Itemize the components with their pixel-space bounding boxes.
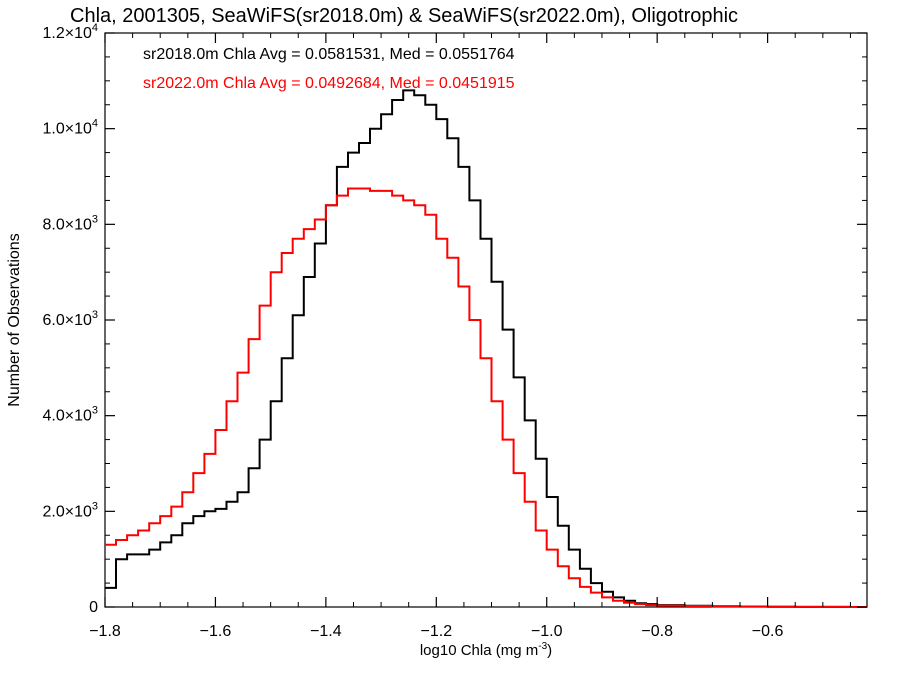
chart-title: Chla, 2001305, SeaWiFS(sr2018.0m) & SeaW…: [70, 5, 738, 27]
annotations: sr2018.0m Chla Avg = 0.0581531, Med = 0.…: [143, 46, 515, 92]
y-tick-label: 1.0×104: [42, 118, 98, 138]
y-tick-label: 8.0×103: [42, 213, 98, 233]
y-tick-label: 1.2×104: [42, 22, 98, 42]
axis-ticks: −1.8 −1.6 −1.4 −1.2 −1.0 −0.8 −0.6 0 2.0×103 4.0×…: [42, 22, 867, 640]
x-tick-label: −1.8: [89, 623, 121, 640]
series-layer: [105, 89, 867, 608]
series-line-1: [105, 187, 867, 608]
y-tick-label: 4.0×103: [42, 405, 98, 425]
annotation-1: sr2022.0m Chla Avg = 0.0492684, Med = 0.…: [143, 75, 515, 92]
x-tick-label: −0.6: [752, 623, 784, 640]
x-tick-label: −1.0: [531, 623, 563, 640]
x-axis-label: log10 Chla (mg m-3): [420, 641, 552, 659]
y-tick-label: 2.0×103: [42, 500, 98, 520]
x-axis-label-superscript: -3: [538, 641, 547, 652]
series-line-0: [105, 89, 867, 608]
annotation-0: sr2018.0m Chla Avg = 0.0581531, Med = 0.…: [143, 46, 515, 63]
y-tick-label: 6.0×103: [42, 309, 98, 329]
x-tick-label: −0.8: [641, 623, 673, 640]
y-axis-label: Number of Observations: [6, 233, 23, 406]
y-tick-label: 0: [89, 599, 98, 616]
x-tick-label: −1.6: [200, 623, 232, 640]
x-tick-label: −1.2: [421, 623, 453, 640]
x-axis-label-tail: ): [547, 642, 552, 659]
x-axis-label-text: log10 Chla (mg m: [420, 642, 538, 659]
x-tick-label: −1.4: [310, 623, 342, 640]
